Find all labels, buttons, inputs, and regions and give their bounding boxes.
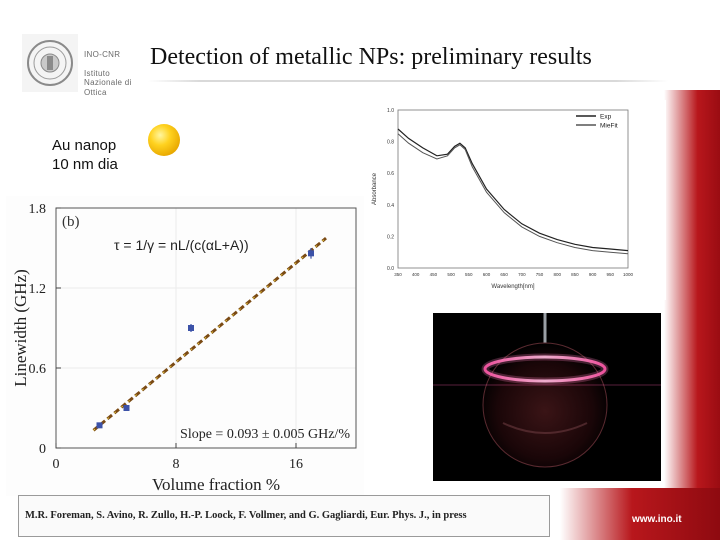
y-tick-label-1: 0.6 bbox=[29, 362, 47, 377]
website-url[interactable]: www.ino.it bbox=[632, 514, 682, 525]
abs-y-tick-label-5: 1.0 bbox=[387, 108, 394, 114]
title-divider bbox=[148, 80, 668, 82]
slope-annotation: Slope = 0.093 ± 0.005 GHz/% bbox=[180, 427, 350, 442]
abs-y-tick-label-2: 0.4 bbox=[387, 203, 394, 209]
formula-annotation: τ = 1/γ = nL/(c(αL+A)) bbox=[114, 237, 249, 253]
gold-nanoparticle-icon bbox=[148, 124, 180, 156]
abs-x-tick-label-5: 600 bbox=[483, 272, 491, 277]
institute-name: INO-CNR Istituto Nazionale di Ottica bbox=[84, 40, 132, 97]
microsphere-photo bbox=[433, 313, 661, 481]
abs-y-axis-label: Absorbance bbox=[372, 172, 378, 205]
abs-x-tick-label-9: 800 bbox=[553, 272, 561, 277]
abs-y-tick-label-0: 0.0 bbox=[387, 266, 394, 272]
sample-line-2: 10 nm dia bbox=[52, 156, 118, 173]
abs-x-tick-label-8: 750 bbox=[536, 272, 544, 277]
data-point-0 bbox=[96, 422, 103, 429]
abs-y-tick-label-1: 0.2 bbox=[387, 234, 394, 240]
abs-legend-label-1: MieFit bbox=[600, 123, 618, 130]
abs-x-tick-label-3: 500 bbox=[447, 272, 455, 277]
accent-band-bottom bbox=[560, 488, 720, 540]
abs-legend-label-0: Exp bbox=[600, 114, 612, 121]
abs-x-tick-label-2: 450 bbox=[430, 272, 438, 277]
chart-background bbox=[6, 196, 364, 496]
data-point-2 bbox=[188, 325, 194, 331]
panel-label: (b) bbox=[62, 214, 80, 230]
x-tick-label-1: 8 bbox=[173, 457, 180, 472]
y-tick-label-2: 1.2 bbox=[29, 282, 47, 297]
institute-acronym: INO-CNR bbox=[84, 49, 121, 59]
abs-x-tick-label-7: 700 bbox=[518, 272, 526, 277]
x-tick-label-0: 0 bbox=[53, 457, 60, 472]
absorbance-frame bbox=[397, 109, 629, 269]
abs-x-tick-label-6: 650 bbox=[500, 272, 508, 277]
abs-x-axis-label: Wavelength[nm] bbox=[491, 284, 534, 290]
plot-frame bbox=[55, 207, 357, 449]
institute-full-name: Istituto Nazionale di Ottica bbox=[84, 68, 132, 97]
abs-x-tick-label-4: 550 bbox=[465, 272, 473, 277]
reference-box: M.R. Foreman, S. Avino, R. Zullo, H.-P. … bbox=[18, 495, 550, 537]
fit-line bbox=[92, 236, 327, 432]
abs-series-exp bbox=[397, 128, 629, 252]
microsphere-image bbox=[433, 313, 661, 481]
x-tick-label-2: 16 bbox=[289, 457, 303, 472]
accent-band-right bbox=[664, 90, 720, 540]
abs-x-tick-label-13: 1000 bbox=[623, 272, 634, 277]
y-axis-label: Linewidth (GHz) bbox=[11, 269, 30, 387]
data-point-1 bbox=[123, 405, 130, 411]
absorbance-background bbox=[366, 100, 666, 300]
data-point-3 bbox=[308, 250, 314, 257]
abs-x-tick-label-1: 400 bbox=[412, 272, 420, 277]
abs-x-tick-label-0: 350 bbox=[394, 272, 402, 277]
x-axis-label: Volume fraction % bbox=[152, 475, 280, 494]
sample-line-1: Au nanop bbox=[52, 137, 117, 154]
y-tick-label-0: 0 bbox=[39, 442, 46, 457]
absorbance-chart: 0.0 0.2 0.4 0.6 0.8 1.0 350 400 450 500 550 600 650 7… bbox=[366, 100, 666, 300]
abs-x-tick-label-11: 900 bbox=[589, 272, 597, 277]
y-tick-label-3: 1.8 bbox=[29, 202, 47, 217]
abs-x-tick-label-12: 950 bbox=[607, 272, 615, 277]
abs-x-tick-label-10: 850 bbox=[571, 272, 579, 277]
ino-cnr-logo: INO-CNR Istituto Nazionale di Ottica bbox=[22, 34, 144, 97]
institute-seal-icon bbox=[22, 34, 78, 92]
page-title: Detection of metallic NPs: preliminary r… bbox=[150, 44, 592, 70]
abs-y-tick-label-3: 0.6 bbox=[387, 171, 394, 177]
reference-text: M.R. Foreman, S. Avino, R. Zullo, H.-P. … bbox=[25, 510, 467, 521]
sample-description: Au nanop 10 nm dia bbox=[52, 136, 118, 174]
linewidth-vs-volume-chart: 0 0.6 1.2 1.8 0 8 16 Volume fraction % Linewidth… bbox=[6, 196, 364, 496]
abs-series-miefit bbox=[397, 133, 629, 255]
abs-y-tick-label-4: 0.8 bbox=[387, 140, 394, 146]
